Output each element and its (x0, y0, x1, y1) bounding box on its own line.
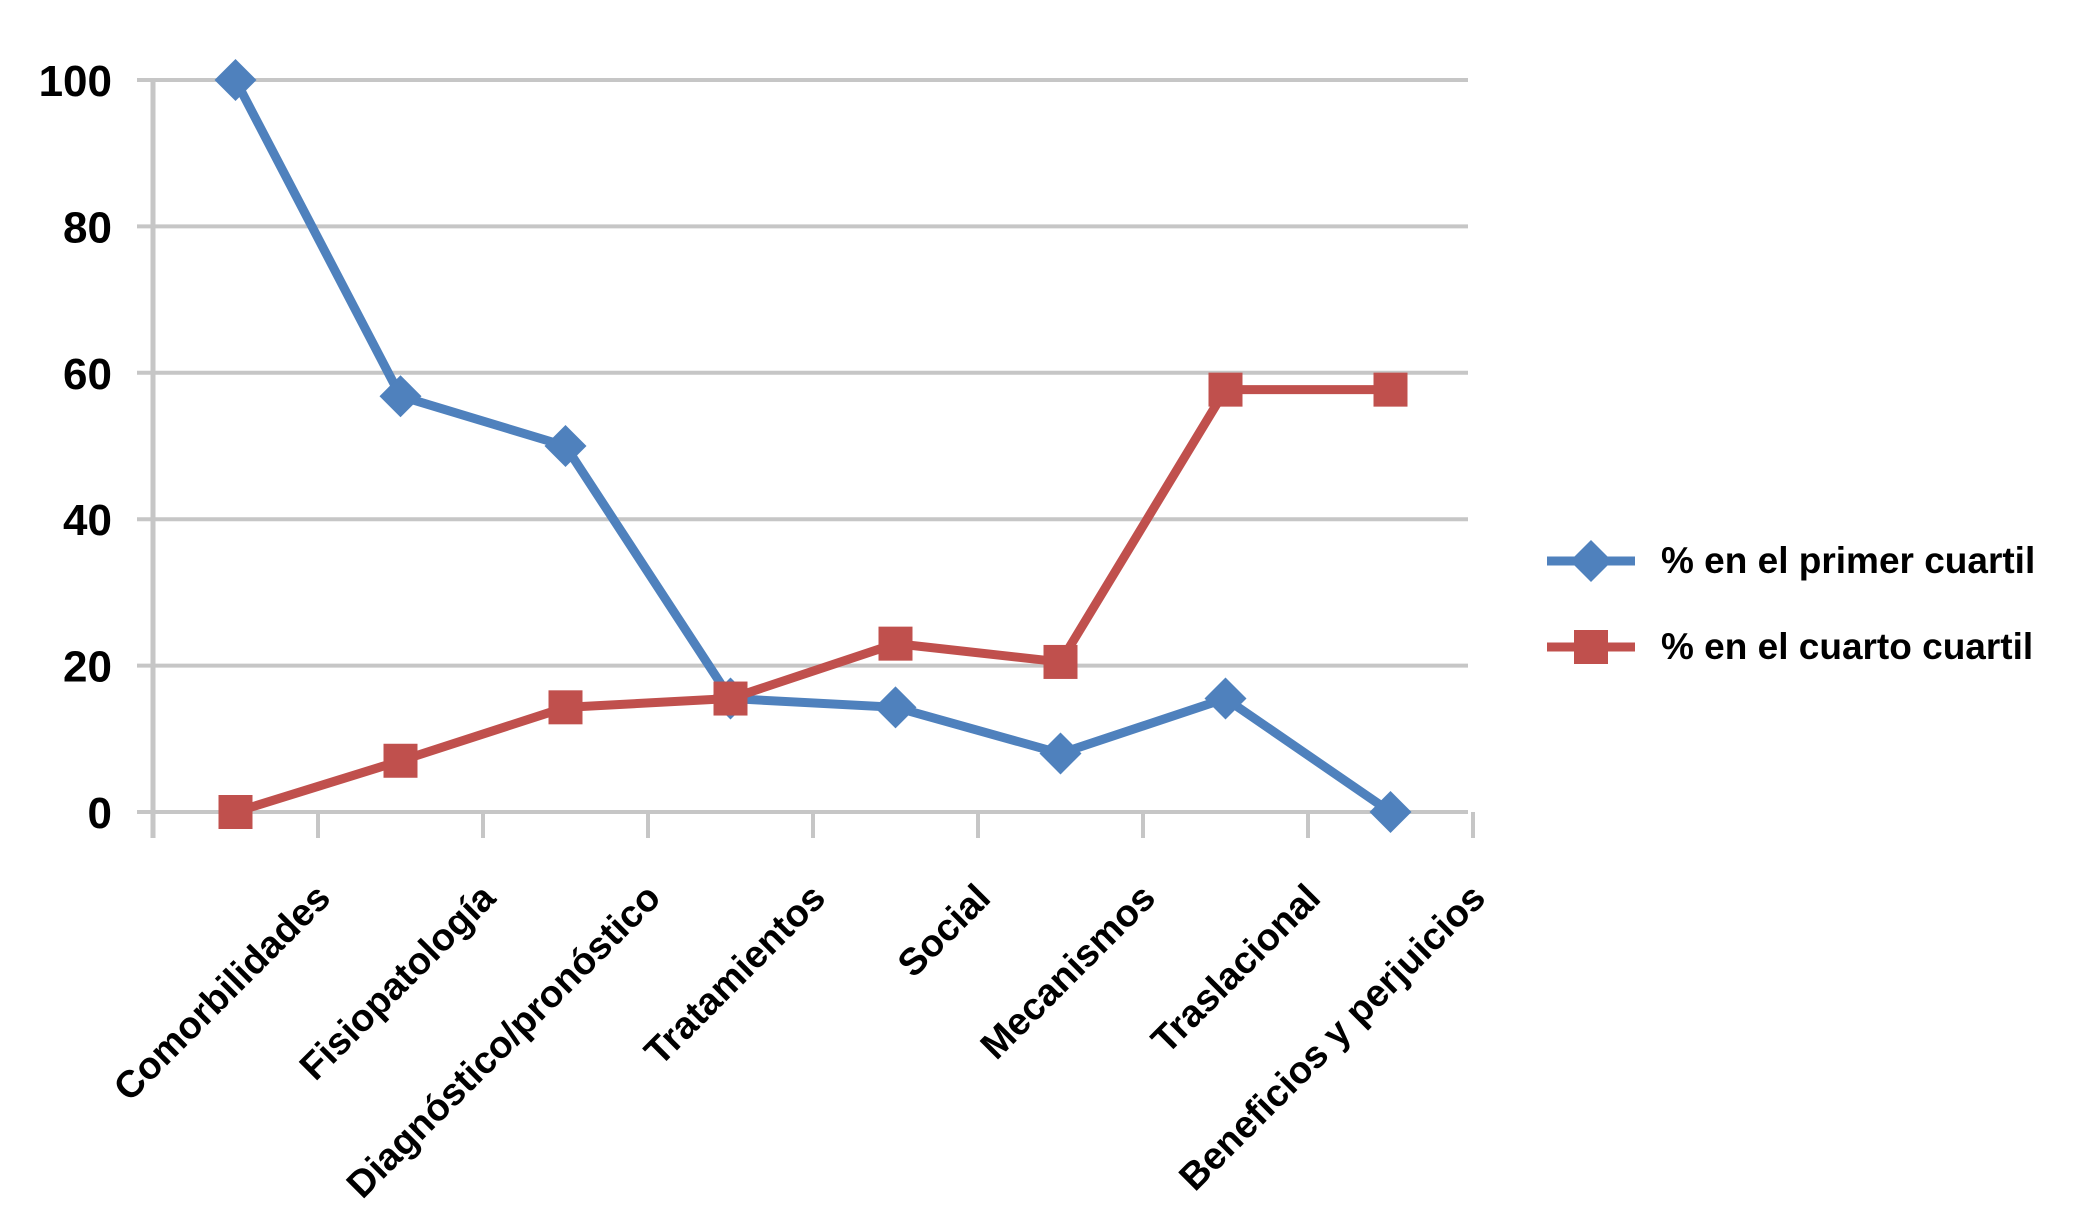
data-point-diamond (1369, 791, 1412, 833)
diamond-marker-icon (1547, 540, 1635, 582)
y-tick-label: 20 (63, 643, 112, 692)
data-point-diamond (379, 375, 422, 418)
y-tick-label: 100 (39, 57, 112, 106)
series-line-0 (231, 75, 1395, 817)
x-category-label: Comorbilidades (106, 877, 339, 1110)
data-point-diamond (1039, 732, 1082, 775)
x-category-label: Mecanismos (973, 877, 1164, 1068)
y-tick-label: 0 (88, 789, 112, 838)
legend-item-primer-cuartil: % en el primer cuartil (1545, 538, 2035, 584)
x-category-label: Diagnóstico/pronóstico (339, 877, 669, 1207)
data-point-diamond (874, 686, 917, 729)
series-line-1 (231, 385, 1395, 817)
data-point-square (548, 690, 583, 725)
data-point-square (1373, 372, 1408, 407)
data-point-diamond (214, 59, 257, 101)
x-category-label: Social (890, 877, 999, 986)
legend-item-cuarto-cuartil: % en el cuarto cuartil (1545, 624, 2035, 670)
data-point-square (878, 626, 913, 661)
data-point-square (713, 681, 748, 716)
y-tick-label: 60 (63, 350, 112, 399)
data-point-square (1208, 372, 1243, 407)
x-category-label: Beneficios y perjuicios (1171, 877, 1493, 1199)
square-marker-icon (1547, 630, 1635, 664)
y-tick-label: 40 (63, 496, 112, 545)
legend-label: % en el primer cuartil (1661, 540, 2036, 581)
data-point-diamond (544, 425, 587, 467)
legend: % en el primer cuartil % en el cuarto cu… (1545, 538, 2035, 670)
y-tick-label: 80 (63, 203, 112, 252)
data-point-square (383, 743, 418, 778)
x-category-label: Traslacional (1144, 877, 1329, 1062)
data-point-square (218, 795, 253, 829)
data-point-square (1043, 644, 1078, 679)
legend-label: % en el cuarto cuartil (1661, 626, 2034, 667)
data-point-diamond (1204, 677, 1247, 720)
